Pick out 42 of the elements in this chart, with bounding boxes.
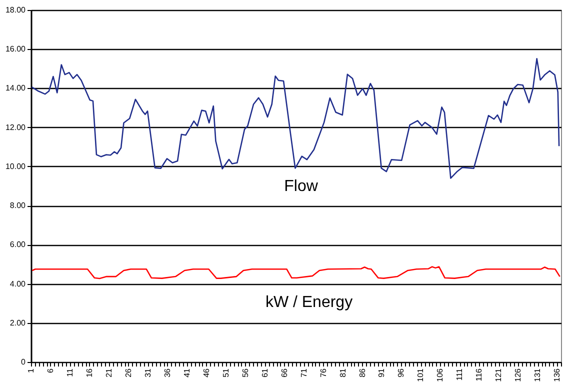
x-tick-label: 136: [552, 368, 562, 382]
x-tick-label: 11: [65, 368, 74, 377]
x-tick-label: 21: [104, 368, 114, 378]
x-tick-label: 81: [338, 368, 348, 378]
x-tick-label: 1: [26, 368, 36, 373]
x-tick-label: 91: [377, 368, 386, 378]
y-tick-label: 10.00: [5, 162, 26, 171]
y-tick-label: 6.00: [10, 240, 26, 250]
x-tick-label: 96: [396, 368, 406, 378]
y-tick-label: 18.00: [5, 6, 26, 14]
x-tick-label: 76: [318, 368, 328, 378]
x-tick-label: 36: [162, 368, 172, 378]
x-tick-label: 111: [455, 368, 464, 381]
line-series: [31, 58, 560, 179]
x-tick-label: 66: [280, 368, 289, 378]
series-label: Flow: [284, 178, 318, 195]
y-tick-label: 16.00: [5, 44, 26, 54]
x-tick-label: 56: [240, 368, 250, 378]
y-tick-label: 2.00: [10, 318, 26, 328]
y-tick-label: 12.00: [5, 122, 26, 132]
x-tick-label: 71: [299, 368, 308, 378]
x-tick-label: 41: [182, 368, 192, 378]
x-tick-label: 6: [46, 368, 55, 373]
x-tick-label: 116: [474, 368, 484, 382]
x-tick-label: 106: [436, 368, 445, 382]
y-tick-label: 14.00: [5, 84, 26, 93]
x-tick-label: 51: [221, 368, 230, 378]
x-tick-label: 101: [416, 368, 426, 382]
x-tick-label: 126: [514, 368, 523, 382]
x-tick-label: 46: [202, 368, 211, 378]
x-tick-label: 86: [358, 368, 367, 378]
y-tick-label: 4.00: [10, 279, 26, 288]
line-series: [32, 266, 560, 280]
x-tick-label: 26: [124, 368, 133, 378]
x-tick-label: 61: [260, 368, 270, 378]
y-tick-label: 8.00: [10, 201, 26, 210]
series-label: kW / Energy: [265, 294, 353, 311]
x-tick-label: 131: [533, 368, 542, 382]
y-tick-label: 0: [21, 358, 26, 366]
x-tick-label: 16: [84, 368, 94, 378]
x-tick-label: 31: [143, 368, 152, 378]
x-tick-label: 121: [494, 368, 504, 382]
